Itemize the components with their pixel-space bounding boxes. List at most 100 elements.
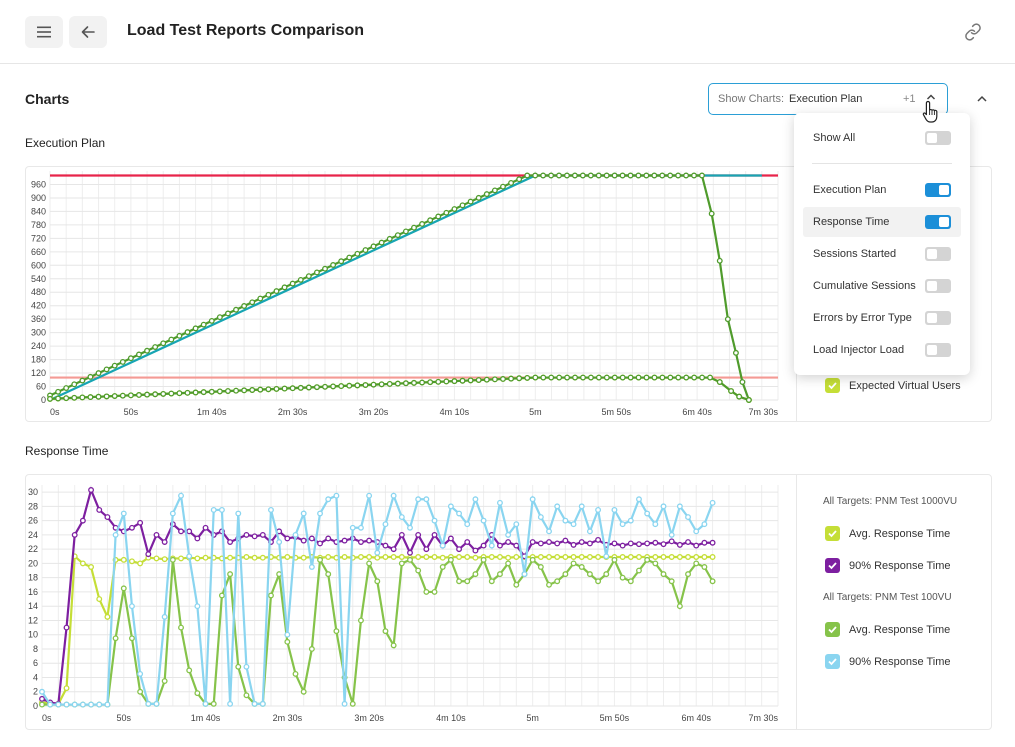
- data-point: [243, 554, 250, 560]
- data-point: [562, 537, 569, 544]
- data-point: [313, 269, 320, 276]
- data-point: [218, 507, 225, 513]
- dropdown-item-execution-plan[interactable]: Execution Plan: [803, 175, 961, 205]
- check-icon: [828, 562, 837, 570]
- data-point: [129, 635, 135, 642]
- legend-avg-response-time-1000vu[interactable]: Avg. Response Time: [825, 526, 950, 541]
- data-point: [464, 554, 471, 560]
- data-point: [292, 531, 299, 538]
- data-point: [265, 291, 272, 298]
- legend-expected-virtual-users[interactable]: Expected Virtual Users: [825, 378, 961, 393]
- legend-checkbox[interactable]: [825, 622, 840, 637]
- data-point: [216, 314, 223, 321]
- data-point: [472, 571, 479, 578]
- legend-checkbox[interactable]: [825, 558, 840, 573]
- arrow-left-icon: [81, 26, 95, 38]
- y-tick-label: 26: [28, 516, 38, 526]
- back-button[interactable]: [69, 16, 107, 48]
- data-point: [435, 378, 442, 385]
- data-point: [374, 554, 381, 561]
- data-point: [79, 701, 86, 708]
- data-point: [546, 539, 552, 545]
- data-point: [447, 535, 454, 542]
- y-tick-label: 18: [28, 573, 38, 583]
- menu-button[interactable]: [25, 16, 63, 48]
- data-point: [716, 257, 723, 264]
- data-point: [701, 554, 708, 560]
- data-point: [472, 554, 479, 561]
- data-point: [200, 389, 207, 396]
- data-point: [419, 379, 426, 386]
- data-point: [636, 554, 642, 560]
- data-point: [529, 556, 536, 563]
- data-point: [668, 578, 675, 585]
- dropdown-item-show-all[interactable]: Show All: [803, 123, 961, 153]
- check-icon: [828, 626, 837, 634]
- legend-checkbox[interactable]: [825, 378, 840, 393]
- load-injector-load-toggle[interactable]: [925, 343, 951, 357]
- y-tick-label: 360: [31, 314, 46, 324]
- data-point: [660, 571, 667, 578]
- data-point: [709, 578, 716, 585]
- collapse-charts-button[interactable]: [973, 90, 991, 108]
- data-point: [691, 172, 697, 179]
- y-tick-label: 180: [31, 355, 46, 365]
- dropdown-item-sessions-started[interactable]: Sessions Started: [803, 239, 961, 269]
- data-point: [427, 379, 434, 386]
- data-point: [346, 254, 353, 261]
- data-point: [627, 374, 634, 381]
- data-point: [325, 571, 332, 578]
- dropdown-item-response-time[interactable]: Response Time: [803, 207, 961, 237]
- errors-by-error-type-toggle[interactable]: [925, 311, 951, 325]
- data-point: [500, 183, 506, 190]
- data-point: [540, 172, 547, 179]
- response-time-toggle[interactable]: [925, 215, 951, 229]
- dropdown-item-errors-by-error-type[interactable]: Errors by Error Type: [803, 303, 961, 333]
- data-point: [586, 554, 593, 560]
- y-tick-label: 600: [31, 260, 46, 270]
- show-all-toggle[interactable]: [925, 131, 951, 145]
- data-point: [96, 701, 103, 708]
- data-point: [47, 701, 54, 708]
- data-point: [739, 379, 746, 385]
- x-tick-label: 2m 30s: [278, 407, 308, 417]
- y-tick-label: 28: [28, 501, 38, 511]
- data-point: [119, 358, 126, 365]
- data-point: [317, 540, 323, 547]
- x-tick-label: 3m 20s: [354, 713, 384, 723]
- sessions-started-toggle[interactable]: [925, 247, 951, 261]
- data-point: [357, 524, 364, 531]
- legend-90-response-time-100vu[interactable]: 90% Response Time: [825, 654, 951, 669]
- data-point: [685, 514, 691, 521]
- legend-avg-response-time-100vu[interactable]: Avg. Response Time: [825, 622, 950, 637]
- data-point: [218, 592, 225, 599]
- data-point: [644, 510, 651, 517]
- dropdown-item-cumulative-sessions[interactable]: Cumulative Sessions: [803, 271, 961, 301]
- response-time-panel: [25, 474, 992, 730]
- dropdown-item-load-injector-load[interactable]: Load Injector Load: [803, 335, 961, 365]
- data-point: [386, 380, 393, 387]
- cumulative-sessions-toggle[interactable]: [925, 279, 951, 293]
- execution-plan-toggle[interactable]: [925, 183, 951, 197]
- data-point: [586, 528, 593, 535]
- dropdown-item-label: Errors by Error Type: [813, 312, 912, 324]
- data-point: [415, 554, 422, 560]
- data-point: [202, 524, 209, 531]
- data-point: [382, 554, 389, 560]
- legend-checkbox[interactable]: [825, 654, 840, 669]
- copy-link-button[interactable]: [960, 19, 986, 45]
- data-point: [467, 377, 474, 384]
- data-point: [546, 554, 552, 560]
- show-charts-select[interactable]: Show Charts: Execution Plan +1: [708, 83, 948, 115]
- legend-90-response-time-1000vu[interactable]: 90% Response Time: [825, 558, 951, 573]
- data-point: [325, 535, 332, 542]
- data-point: [96, 507, 103, 513]
- data-point: [447, 503, 454, 510]
- data-point: [382, 628, 389, 635]
- data-point: [284, 535, 291, 542]
- chevron-up-icon: [977, 95, 987, 102]
- legend-checkbox[interactable]: [825, 526, 840, 541]
- data-point: [611, 540, 618, 547]
- data-point: [362, 247, 369, 254]
- data-point: [202, 554, 209, 561]
